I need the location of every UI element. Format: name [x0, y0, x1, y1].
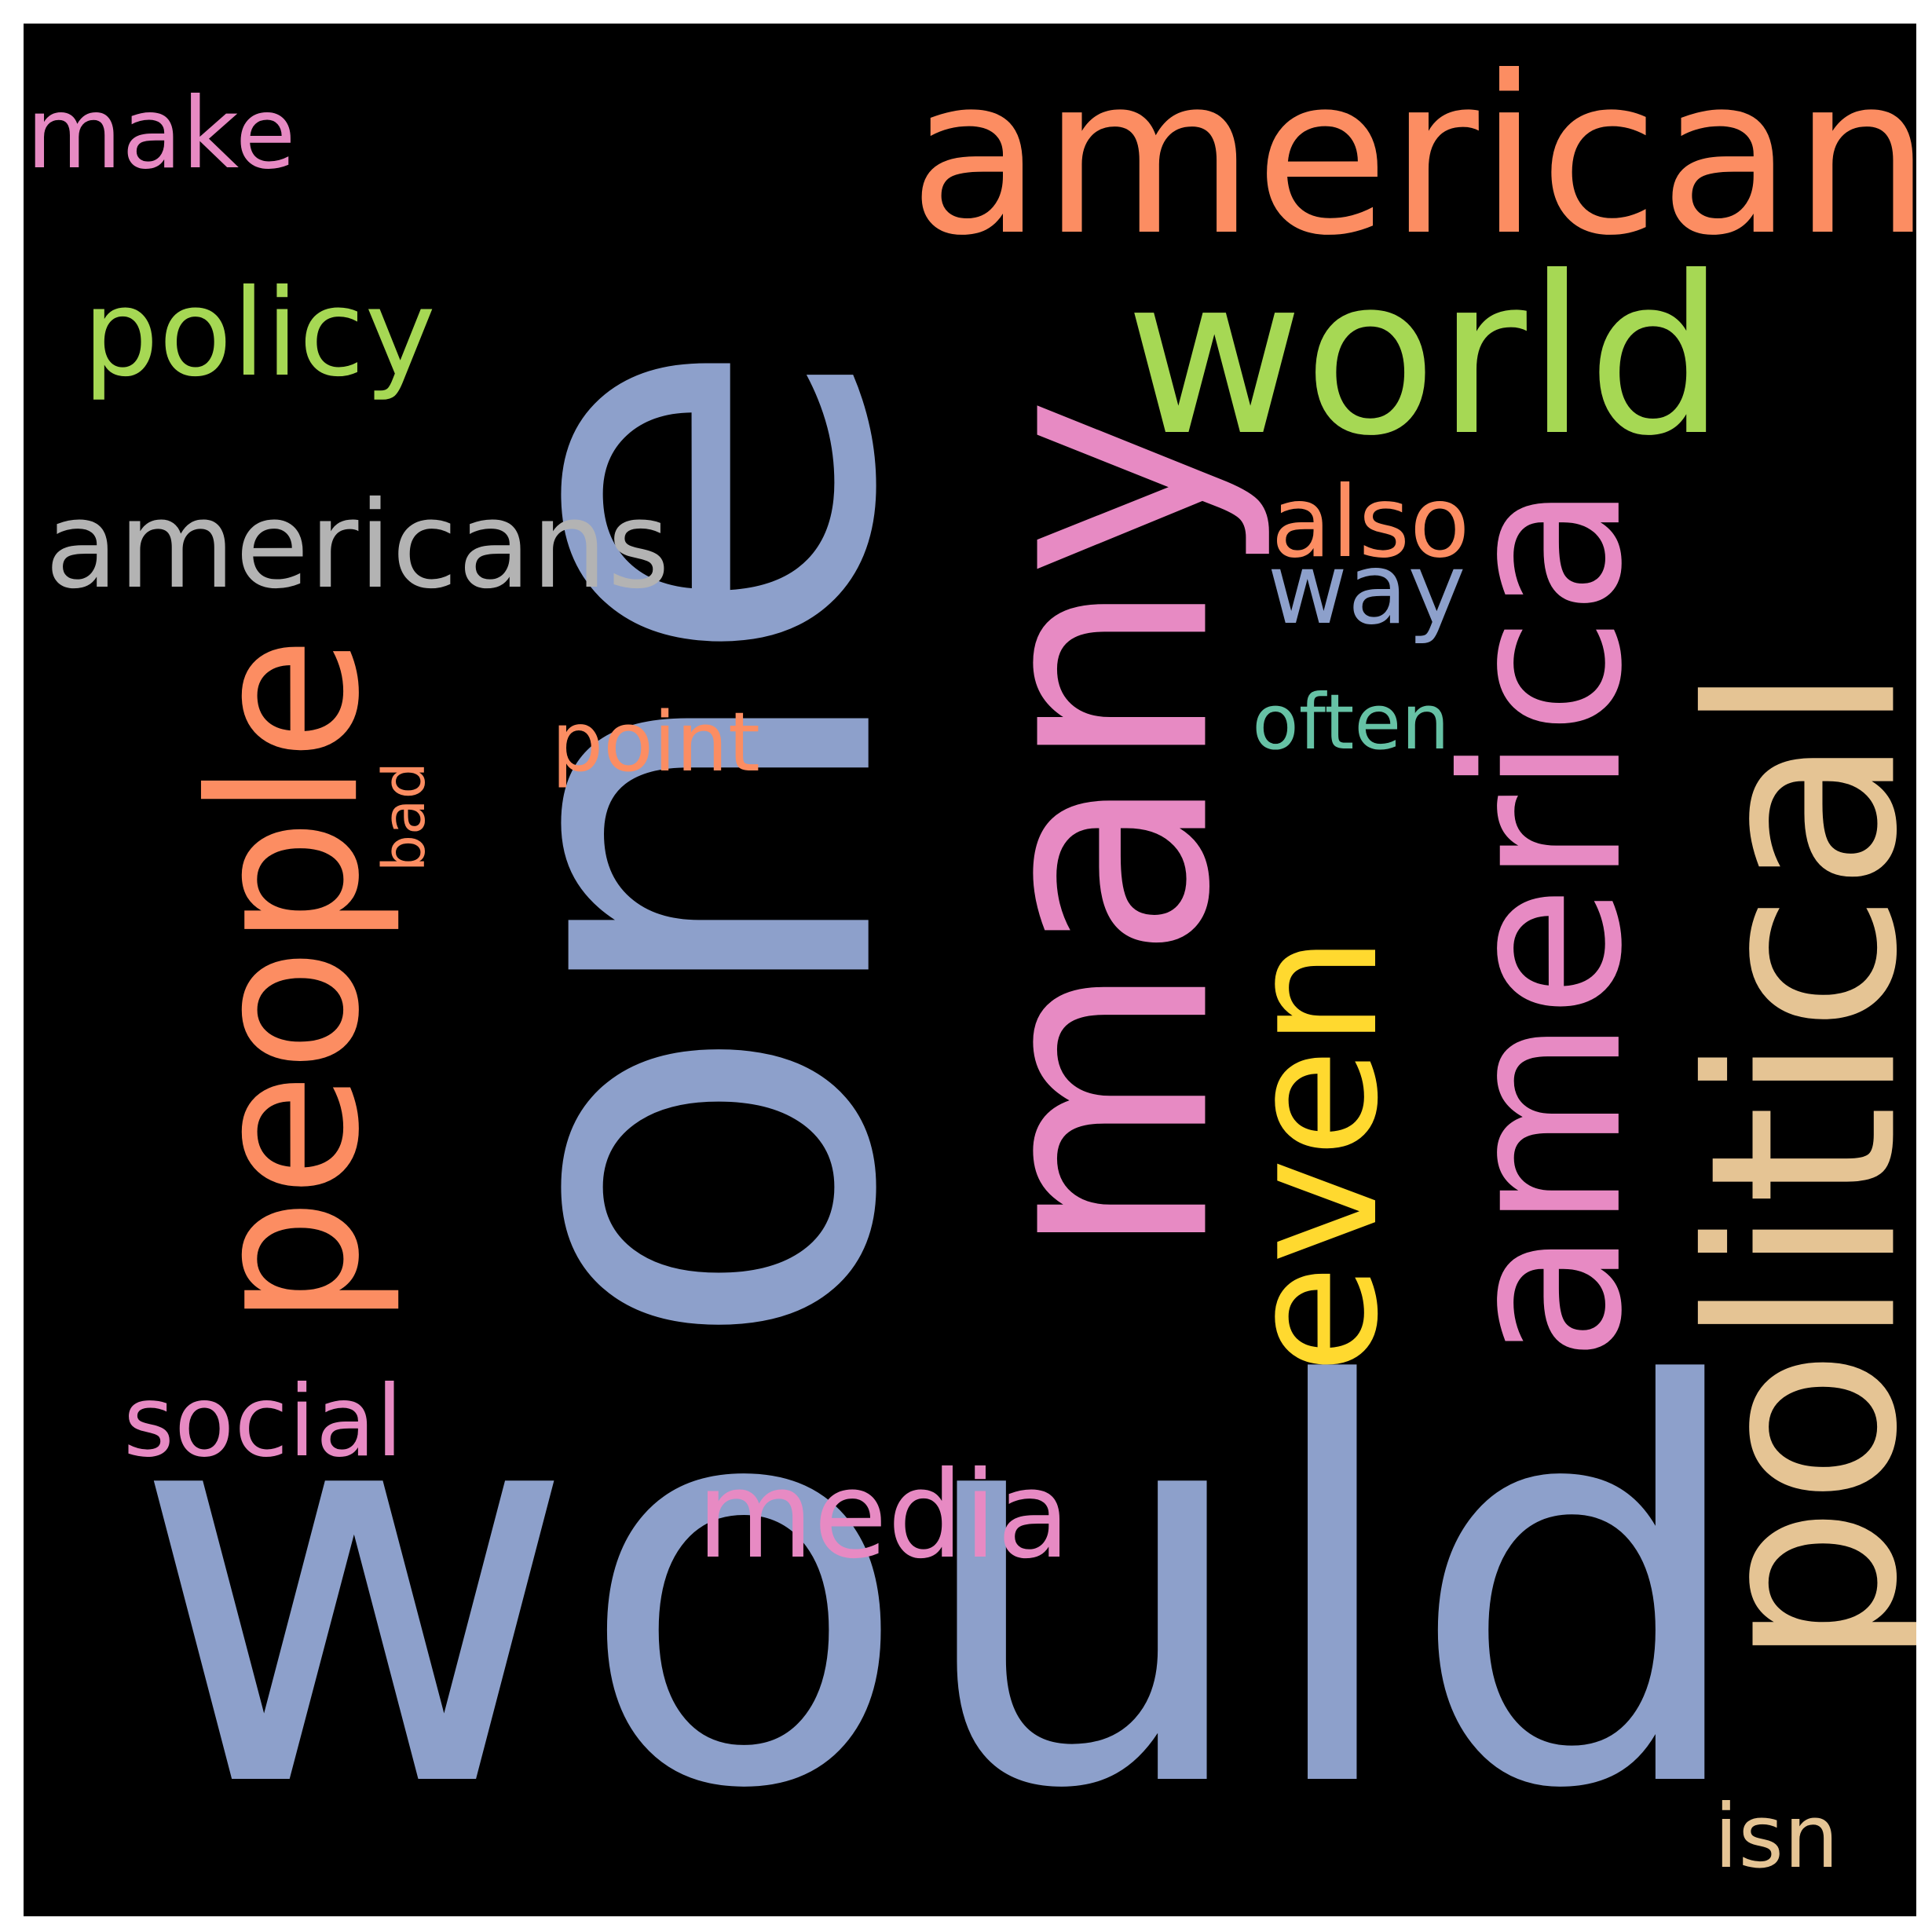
word-people: people — [167, 635, 405, 1327]
word-often: often — [1252, 678, 1450, 767]
word-social: social — [123, 1364, 404, 1479]
word-isn: isn — [1714, 1787, 1839, 1889]
word-political: political — [1655, 664, 1916, 1669]
word-media: media — [697, 1445, 1070, 1586]
word-world: world — [1125, 229, 1726, 485]
word-bad: bad — [369, 762, 438, 872]
word-even: even — [1208, 935, 1418, 1374]
word-would: would — [130, 1272, 1755, 1908]
word-way: way — [1267, 532, 1466, 646]
word-also: also — [1271, 465, 1470, 580]
word-point: point — [551, 693, 760, 790]
word-make: make — [26, 76, 296, 191]
word-policy: policy — [82, 263, 436, 404]
word-cloud: one would many american world political americ… — [24, 24, 1916, 1916]
word-americans: americans — [45, 475, 670, 616]
word-many: many — [920, 396, 1279, 1261]
word-america: america — [1418, 483, 1670, 1363]
word-american: american — [908, 29, 1916, 284]
